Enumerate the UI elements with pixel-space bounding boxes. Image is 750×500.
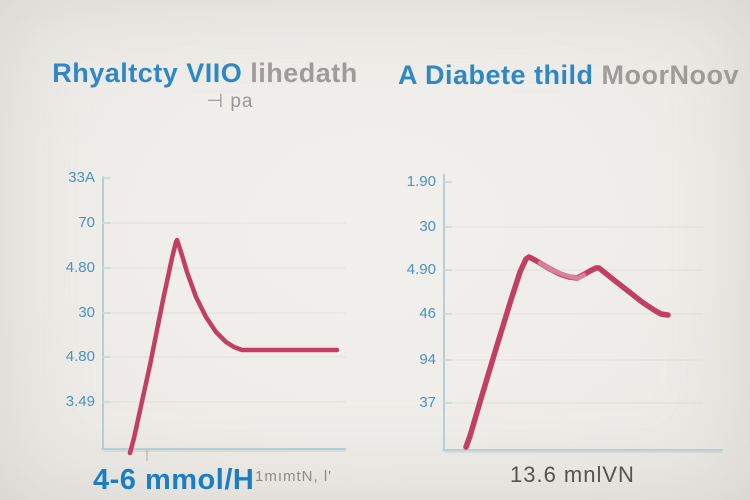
left-y-tick-label: 33A <box>68 169 95 186</box>
right-x-caption: 13.6 mnlVN <box>510 462 635 487</box>
right-y-tick-label: 30 <box>419 218 436 235</box>
right-chart-title-accent: A Diabete thild <box>398 60 594 90</box>
series-line <box>127 237 340 456</box>
left-x-caption-secondary: 1mımtN, l' <box>255 468 333 485</box>
left-chart-title: Rhyaltcty VIIO lihedath <box>40 58 370 89</box>
right-y-tick-label: 4.90 <box>406 261 436 278</box>
right-chart-title-muted: MoorNoov <box>601 60 740 90</box>
left-chart-title-muted: lihedath <box>250 58 358 88</box>
left-y-tick-label: 70 <box>78 214 95 231</box>
left-y-tick-label: 3.49 <box>65 393 95 410</box>
left-chart-subtitle: ⊣ pa <box>206 91 254 112</box>
left-y-tick-label: 4.80 <box>65 259 95 276</box>
left-y-tick-label: 30 <box>78 304 95 321</box>
series-line <box>537 260 587 281</box>
right-y-tick-label: 94 <box>419 351 436 368</box>
right-y-tick-label: 1.90 <box>406 173 436 190</box>
right-y-tick-label: 37 <box>419 394 436 411</box>
left-y-tick-label: 4.80 <box>65 348 95 365</box>
left-chart-title-accent: Rhyaltcty VIIO <box>52 58 243 88</box>
right-chart-title: A Diabete thild MoorNoov <box>398 60 739 91</box>
series-line <box>463 254 671 450</box>
right-y-tick-label: 46 <box>419 305 436 322</box>
left-x-caption: 4-6 mmol/H <box>93 464 255 496</box>
